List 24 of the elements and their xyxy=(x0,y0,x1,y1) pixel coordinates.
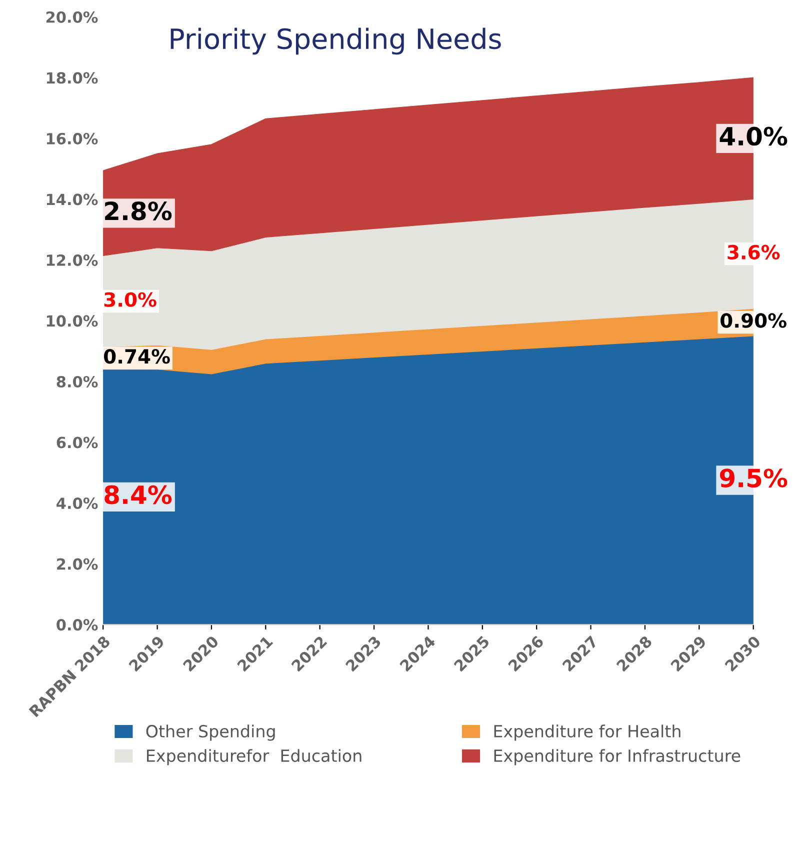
y-tick-label: 14.0% xyxy=(46,194,98,206)
legend-label: Expenditurefor Education xyxy=(147,749,362,766)
annotation: 3.6% xyxy=(728,244,780,260)
y-tick-label: 12.0% xyxy=(46,254,98,266)
y-tick-label: 20.0% xyxy=(46,11,98,23)
y-tick-label: 0.0% xyxy=(56,619,98,631)
annotation: 8.4% xyxy=(104,485,172,504)
y-tick-label: 4.0% xyxy=(56,497,98,510)
chart-title: Priority Spending Needs xyxy=(170,28,501,55)
y-tick-label: 8.0% xyxy=(56,376,98,388)
annotation: 2.8% xyxy=(105,202,172,220)
annotation: 0.90% xyxy=(720,313,786,328)
annotation: 0.74% xyxy=(104,349,170,364)
y-tick-label: 6.0% xyxy=(56,436,98,448)
annotation: 9.5% xyxy=(720,468,788,488)
annotation: 3.0% xyxy=(104,292,156,307)
legend-label: Other Spending xyxy=(146,724,275,741)
annotation: 4.0% xyxy=(720,126,788,146)
y-tick-label: 2.0% xyxy=(57,558,98,570)
y-tick-label: 18.0% xyxy=(46,72,98,84)
y-tick-label: 10.0% xyxy=(46,315,98,327)
legend-label: Expenditure for Health xyxy=(494,724,680,741)
legend-label: Expenditure for Infrastructure xyxy=(494,749,740,766)
y-tick-label: 16.0% xyxy=(46,132,98,144)
